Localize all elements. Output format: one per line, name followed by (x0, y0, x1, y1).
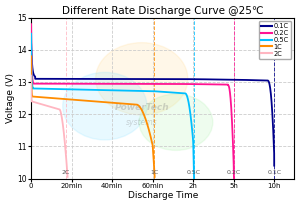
Ellipse shape (96, 43, 188, 115)
Ellipse shape (63, 72, 147, 140)
0.5C (144, 90, 148, 92)
0.2C (190, 83, 194, 85)
2C (42, 104, 46, 106)
0.2C (180, 83, 184, 85)
0.5C (188, 111, 192, 114)
Line: 0.5C: 0.5C (31, 34, 194, 179)
0.1C (272, 131, 275, 133)
1C (30, 91, 34, 94)
0.5C (85, 88, 88, 91)
Legend: 0.1C, 0.2C, 0.5C, 1C, 2C: 0.1C, 0.2C, 0.5C, 1C, 2C (259, 21, 291, 59)
0.2C (232, 177, 236, 180)
0.5C (192, 177, 196, 180)
0.1C (267, 82, 271, 84)
2C (39, 103, 43, 105)
0.2C (197, 83, 201, 85)
0.1C (29, 42, 33, 45)
0.1C (238, 78, 242, 81)
0.2C (231, 146, 235, 148)
Line: 1C: 1C (31, 56, 155, 177)
Line: 0.2C: 0.2C (31, 24, 234, 179)
Text: 1C: 1C (150, 170, 158, 175)
0.1C (214, 78, 218, 81)
1C (133, 103, 136, 106)
Text: 2C: 2C (61, 170, 70, 175)
0.5C (192, 151, 195, 153)
Text: 0.1C: 0.1C (267, 170, 281, 175)
2C (54, 107, 57, 109)
2C (51, 106, 55, 109)
2C (43, 104, 46, 106)
0.1C (32, 74, 36, 77)
0.2C (164, 83, 167, 85)
2C (33, 101, 36, 103)
Line: 2C: 2C (31, 76, 68, 177)
0.5C (105, 89, 109, 91)
0.1C (272, 164, 276, 167)
Title: Different Rate Discharge Curve @25℃: Different Rate Discharge Curve @25℃ (62, 6, 263, 16)
1C (152, 158, 155, 161)
1C (112, 102, 116, 104)
Line: 0.1C: 0.1C (31, 43, 274, 166)
X-axis label: Discharge Time: Discharge Time (128, 191, 198, 200)
1C (123, 102, 127, 105)
Text: systems: systems (126, 118, 158, 127)
1C (29, 55, 33, 57)
2C (66, 176, 69, 178)
0.5C (29, 33, 33, 35)
Text: PowerTech: PowerTech (114, 103, 169, 112)
1C (153, 176, 157, 178)
Y-axis label: Voltage (V): Voltage (V) (6, 73, 15, 123)
Text: 0.5C: 0.5C (187, 170, 201, 175)
Text: 0.2C: 0.2C (226, 170, 241, 175)
1C (134, 103, 137, 106)
0.2C (232, 165, 236, 168)
Ellipse shape (139, 94, 213, 150)
0.5C (146, 90, 150, 92)
0.1C (233, 78, 237, 81)
2C (29, 74, 33, 77)
0.2C (29, 23, 33, 25)
